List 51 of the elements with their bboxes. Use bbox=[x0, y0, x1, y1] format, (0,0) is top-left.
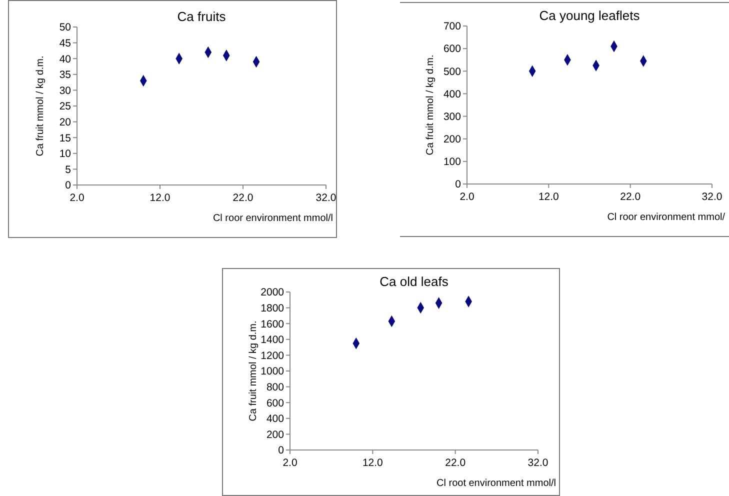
chart-title: Ca old leafs bbox=[380, 274, 449, 289]
x-tick-label: 32.0 bbox=[702, 191, 722, 203]
y-tick-label: 1800 bbox=[260, 302, 284, 314]
y-tick-label: 1000 bbox=[260, 366, 284, 378]
x-tick-label: 12.0 bbox=[362, 457, 384, 469]
y-tick-label: 400 bbox=[443, 88, 462, 100]
chart-title: Ca fruits bbox=[177, 9, 226, 24]
x-tick-label: 12.0 bbox=[150, 192, 170, 204]
y-tick-label: 600 bbox=[443, 43, 462, 56]
x-axis-title: Cl root environment mmol/l bbox=[436, 478, 556, 489]
y-tick-label: 50 bbox=[59, 22, 72, 34]
y-tick-label: 35 bbox=[59, 69, 72, 82]
y-tick-label: 20 bbox=[59, 116, 72, 128]
y-tick-label: 0 bbox=[455, 178, 462, 191]
x-tick-label: 2.0 bbox=[70, 192, 84, 204]
x-tick-label: 32.0 bbox=[528, 457, 548, 469]
x-tick-label: 32.0 bbox=[316, 192, 336, 204]
y-axis-title: Ca fruit mmol / kg d.m. bbox=[248, 320, 259, 422]
x-axis-title: Cl roor environment mmol/l bbox=[212, 213, 333, 224]
y-axis-title: Ca fruit mmol / kg d.m. bbox=[425, 54, 436, 156]
y-tick-label: 200 bbox=[266, 428, 284, 441]
x-tick-label: 2.0 bbox=[460, 191, 474, 203]
y-tick-label: 2000 bbox=[260, 286, 284, 299]
y-tick-label: 100 bbox=[443, 156, 462, 168]
x-tick-label: 22.0 bbox=[445, 457, 466, 469]
y-tick-label: 800 bbox=[266, 381, 284, 394]
y-tick-label: 1600 bbox=[260, 318, 284, 330]
y-tick-label: 25 bbox=[59, 100, 72, 113]
y-tick-label: 700 bbox=[443, 20, 462, 33]
y-tick-label: 200 bbox=[443, 134, 462, 146]
y-tick-label: 0 bbox=[65, 180, 72, 192]
y-tick-label: 15 bbox=[59, 132, 72, 144]
y-tick-label: 600 bbox=[266, 397, 284, 410]
y-tick-label: 300 bbox=[443, 110, 462, 123]
y-tick-label: 10 bbox=[59, 148, 72, 160]
y-tick-label: 0 bbox=[278, 444, 284, 457]
y-axis-title: Ca fruit mmol / kg d.m. bbox=[35, 56, 46, 156]
x-tick-label: 22.0 bbox=[620, 191, 641, 203]
y-tick-label: 45 bbox=[59, 37, 72, 50]
y-tick-label: 30 bbox=[59, 84, 72, 97]
y-tick-label: 40 bbox=[59, 53, 72, 66]
x-axis-title: Cl roor environment mmol/ bbox=[607, 212, 726, 223]
x-tick-label: 22.0 bbox=[232, 192, 254, 204]
chart-title: Ca young leaflets bbox=[539, 8, 640, 23]
y-tick-label: 1400 bbox=[260, 334, 284, 346]
x-tick-label: 2.0 bbox=[282, 457, 298, 469]
y-tick-label: 400 bbox=[266, 413, 284, 426]
y-tick-label: 1200 bbox=[260, 350, 284, 362]
y-tick-label: 5 bbox=[65, 164, 72, 176]
x-tick-label: 12.0 bbox=[538, 191, 560, 203]
y-tick-label: 500 bbox=[443, 66, 462, 78]
